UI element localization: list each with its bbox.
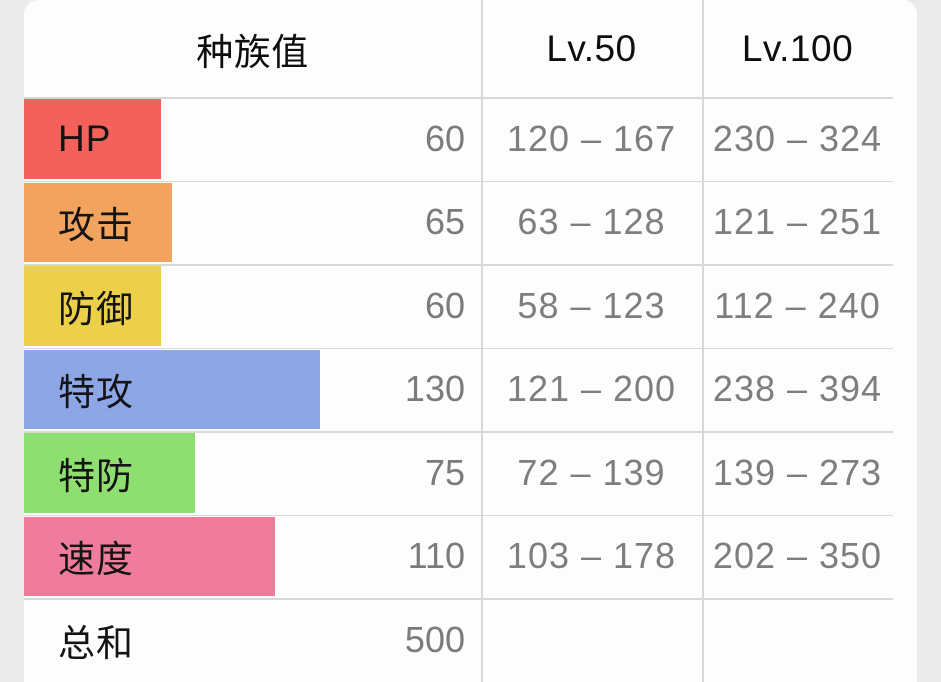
column-divider-1 <box>481 0 483 682</box>
stat-row-speed: 速度 110 103 – 178 202 – 350 <box>24 514 917 599</box>
total-row: 总和 500 <box>24 598 917 682</box>
stat-row-hp: HP 60 120 – 167 230 – 324 <box>24 97 917 181</box>
speed-stat-bar <box>24 516 275 596</box>
stat-row-sp-defense: 特防 75 72 – 139 139 – 273 <box>24 431 917 515</box>
stat-label-sp-defense: 特防 <box>58 455 134 497</box>
stat-value-attack: 65 <box>424 201 465 243</box>
defense-lv100-range: 112 – 240 <box>714 284 881 326</box>
attack-stat-bar <box>24 182 173 262</box>
attack-lv100-range: 121 – 251 <box>712 201 883 243</box>
header-lv50: Lv.50 <box>546 27 637 69</box>
hp-lv50-range: 120 – 167 <box>506 117 677 159</box>
sp-attack-lv100-range: 238 – 394 <box>712 368 883 410</box>
stat-value-sp-defense: 75 <box>424 451 465 493</box>
stat-row-defense: 防御 60 58 – 123 112 – 240 <box>24 264 917 348</box>
total-value: 500 <box>404 619 465 660</box>
stat-label-sp-attack: 特攻 <box>58 372 134 414</box>
stat-label-defense: 防御 <box>58 288 134 330</box>
speed-lv50-range: 103 – 178 <box>506 535 677 577</box>
stat-value-defense: 60 <box>424 284 465 326</box>
defense-lv50-range: 58 – 123 <box>517 284 666 326</box>
defense-stat-bar <box>24 266 161 346</box>
stat-value-hp: 60 <box>424 117 465 159</box>
stat-row-attack: 攻击 65 63 – 128 121 – 251 <box>24 180 917 265</box>
table-header-row: 种族值 Lv.50 Lv.100 <box>24 0 917 97</box>
stat-value-sp-attack: 130 <box>404 368 465 410</box>
stat-row-sp-attack: 特攻 130 121 – 200 238 – 394 <box>24 347 917 432</box>
total-label: 总和 <box>58 623 134 664</box>
hp-lv100-range: 230 – 324 <box>712 117 883 159</box>
sp-attack-stat-bar <box>24 349 321 429</box>
stat-label-speed: 速度 <box>58 539 134 581</box>
stat-label-attack: 攻击 <box>58 205 134 247</box>
sp-defense-stat-bar <box>24 433 195 513</box>
stat-value-speed: 110 <box>407 535 465 577</box>
column-divider-2 <box>702 0 704 682</box>
sp-defense-lv100-range: 139 – 273 <box>712 451 883 493</box>
base-stats-table: 种族值 Lv.50 Lv.100 HP 60 120 – 167 230 – 3… <box>24 0 917 682</box>
sp-defense-lv50-range: 72 – 139 <box>517 451 666 493</box>
attack-lv50-range: 63 – 128 <box>517 201 666 243</box>
speed-lv100-range: 202 – 350 <box>712 535 883 577</box>
header-base-stats: 种族值 <box>196 31 309 73</box>
sp-attack-lv50-range: 121 – 200 <box>506 368 677 410</box>
hp-stat-bar <box>24 99 161 179</box>
stat-label-hp: HP <box>58 117 112 159</box>
header-lv100: Lv.100 <box>741 27 854 69</box>
